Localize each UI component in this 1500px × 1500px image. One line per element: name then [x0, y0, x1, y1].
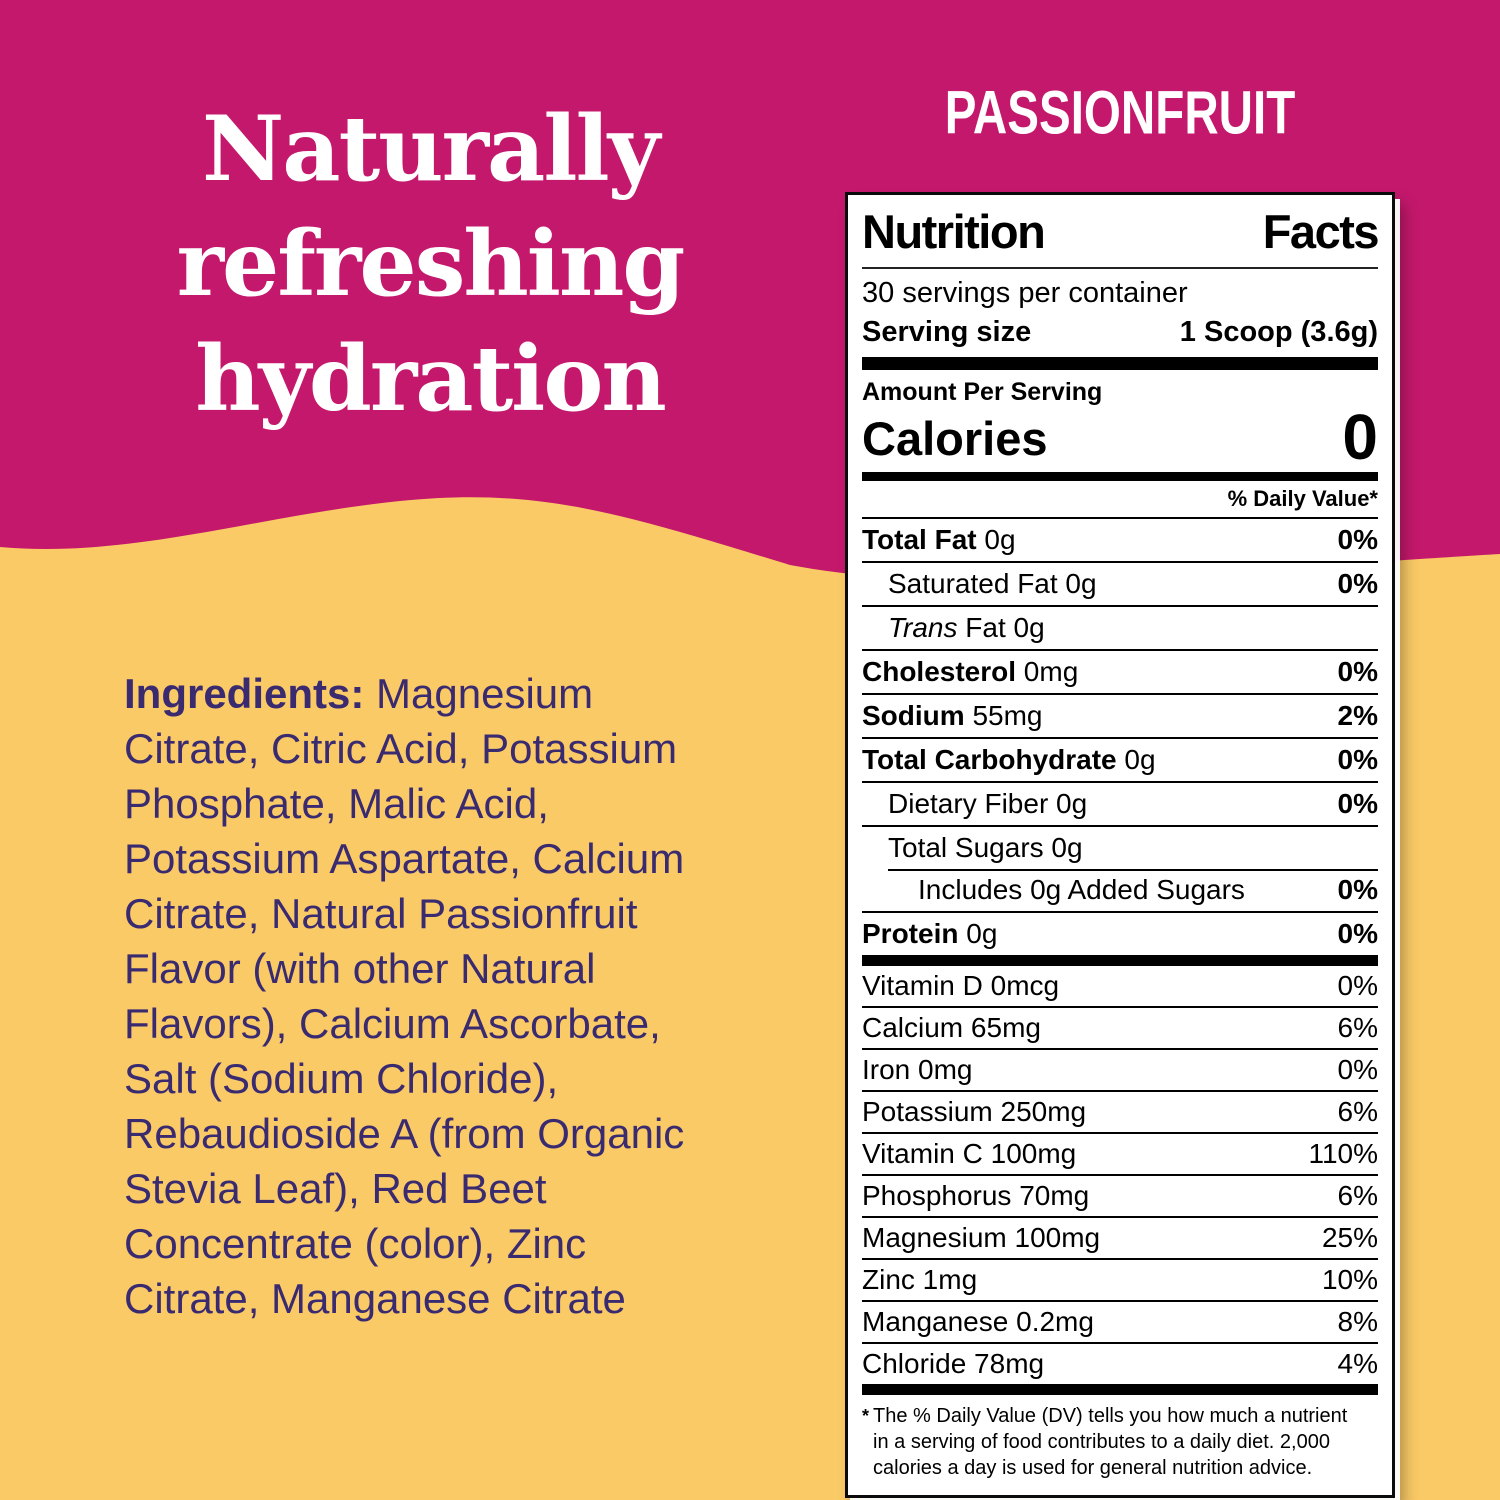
- nutrient-name: Total Fat 0g: [862, 524, 1016, 555]
- nutrition-facts-title-word-2: Facts: [1262, 205, 1380, 258]
- nutrition-facts-panel: Nutrition Facts 30 servings per containe…: [845, 192, 1395, 1498]
- nutrient-name: Dietary Fiber 0g: [888, 788, 1088, 819]
- nutrient-daily-value: 0%: [1337, 788, 1378, 819]
- nutrient-daily-value: 0%: [1337, 744, 1378, 775]
- nutrient-name: Vitamin C 100mg: [862, 1138, 1077, 1169]
- calories-label: Calories: [862, 412, 1048, 465]
- headline-line-2: refreshing: [176, 211, 686, 317]
- nutrient-name: Includes 0g Added Sugars: [918, 874, 1245, 905]
- headline-line-1: Naturally: [202, 96, 660, 202]
- main-nutrient-rows: Total Fat 0g 0% Saturated Fat 0g 0% Trans Fa…: [862, 519, 1378, 955]
- nutrient-row: Magnesium 100mg 25%: [862, 1218, 1378, 1260]
- nutrient-name: Iron 0mg: [862, 1054, 973, 1085]
- nutrient-daily-value: 0%: [1337, 524, 1378, 555]
- thick-divider-bar: [862, 955, 1378, 966]
- nutrient-daily-value: 0%: [1337, 1054, 1378, 1085]
- nutrient-name: Manganese 0.2mg: [862, 1306, 1094, 1337]
- footnote-text: The % Daily Value (DV) tells you how muc…: [873, 1405, 1348, 1479]
- nutrient-row: Total Fat 0g 0%: [862, 519, 1378, 563]
- nutrient-name: Saturated Fat 0g: [888, 568, 1097, 599]
- nutrient-name: Protein 0g: [862, 918, 998, 949]
- nutrient-daily-value: 4%: [1337, 1348, 1378, 1379]
- nutrient-row: Saturated Fat 0g 0%: [862, 563, 1378, 607]
- nutrient-row: Manganese 0.2mg 8%: [862, 1302, 1378, 1344]
- nutrient-row: Total Sugars 0g: [862, 827, 1378, 869]
- nutrient-name: Zinc 1mg: [862, 1264, 978, 1295]
- nutrient-row: Cholesterol 0mg 0%: [862, 651, 1378, 695]
- nutrient-name: Chloride 78mg: [862, 1348, 1045, 1379]
- ingredients-label: Ingredients:: [124, 670, 365, 717]
- nutrient-name: Vitamin D 0mcg: [862, 970, 1060, 1001]
- nutrient-row: Vitamin D 0mcg 0%: [862, 966, 1378, 1008]
- daily-value-footnote: * The % Daily Value (DV) tells you how m…: [862, 1395, 1378, 1481]
- nutrient-name: Sodium 55mg: [862, 700, 1043, 731]
- nutrient-daily-value: 0%: [1337, 970, 1378, 1001]
- nutrient-row: Zinc 1mg 10%: [862, 1260, 1378, 1302]
- nutrient-name: Calcium 65mg: [862, 1012, 1041, 1043]
- nutrient-daily-value: 6%: [1337, 1180, 1378, 1211]
- nutrient-row: Calcium 65mg 6%: [862, 1008, 1378, 1050]
- nutrient-daily-value: 0%: [1337, 874, 1378, 905]
- nutrition-facts-title-word-1: Nutrition: [862, 205, 1046, 258]
- nutrient-row: Trans Fat 0g: [862, 607, 1378, 651]
- nutrient-row: Chloride 78mg 4%: [862, 1344, 1378, 1384]
- nutrient-row: Includes 0g Added Sugars 0%: [862, 869, 1378, 913]
- nutrient-name: Phosphorus 70mg: [862, 1180, 1090, 1211]
- nutrient-row: Phosphorus 70mg 6%: [862, 1176, 1378, 1218]
- nutrient-daily-value: 0%: [1337, 918, 1378, 949]
- nutrient-name: Magnesium 100mg: [862, 1222, 1101, 1253]
- nutrient-row: Dietary Fiber 0g 0%: [862, 783, 1378, 827]
- nutrient-daily-value: 8%: [1337, 1306, 1378, 1337]
- nutrient-daily-value: 6%: [1337, 1096, 1378, 1127]
- nutrient-daily-value: 0%: [1337, 568, 1378, 599]
- nutrient-daily-value: 25%: [1321, 1222, 1378, 1253]
- nutrient-daily-value: 110%: [1308, 1138, 1378, 1169]
- nutrient-daily-value: 10%: [1321, 1264, 1378, 1295]
- daily-value-header: % Daily Value*: [862, 481, 1378, 519]
- ingredients-paragraph: Ingredients: Magnesium Citrate, Citric A…: [124, 666, 784, 1326]
- nutrient-row: Total Carbohydrate 0g 0%: [862, 739, 1378, 783]
- calories-row: Calories 0: [862, 401, 1378, 473]
- thick-divider-bar: [862, 472, 1378, 481]
- nutrient-name: Total Carbohydrate 0g: [862, 744, 1156, 775]
- nutrient-row: Potassium 250mg 6%: [862, 1092, 1378, 1134]
- footnote-asterisk: *: [862, 1406, 870, 1426]
- hero-headline: Naturally refreshing hydration: [80, 92, 780, 437]
- ingredients-text: Magnesium Citrate, Citric Acid, Potassiu…: [124, 670, 685, 1322]
- nutrient-row: Protein 0g 0%: [862, 913, 1378, 955]
- micronutrient-rows: Vitamin D 0mcg 0% Calcium 65mg 6% Iron 0mg 0%…: [862, 966, 1378, 1384]
- nutrient-name: Cholesterol 0mg: [862, 656, 1079, 687]
- serving-size-row: Serving size 1 Scoop (3.6g): [862, 313, 1378, 357]
- nutrient-row: Vitamin C 100mg 110%: [862, 1134, 1378, 1176]
- thick-divider-bar: [862, 357, 1378, 370]
- nutrient-name: Total Sugars 0g: [888, 832, 1083, 863]
- calories-value: 0: [1342, 401, 1378, 473]
- amount-per-serving-label: Amount Per Serving: [862, 378, 1103, 406]
- nutrient-daily-value: 2%: [1337, 700, 1378, 731]
- servings-per-container: 30 servings per container: [862, 277, 1188, 309]
- nutrient-row: Sodium 55mg 2%: [862, 695, 1378, 739]
- thick-divider-bar: [862, 1384, 1378, 1395]
- nutrient-daily-value: 0%: [1337, 656, 1378, 687]
- nutrient-name: Potassium 250mg: [862, 1096, 1087, 1127]
- flavor-name: PASSIONFRUIT: [944, 79, 1296, 148]
- serving-size-value: 1 Scoop (3.6g): [1179, 316, 1378, 348]
- serving-size-label: Serving size: [862, 316, 1032, 348]
- headline-line-3: hydration: [195, 326, 667, 432]
- nutrition-facts-title: Nutrition Facts: [862, 205, 1380, 269]
- nutrient-name: Trans Fat 0g: [888, 612, 1045, 643]
- nutrient-daily-value: 6%: [1337, 1012, 1378, 1043]
- nutrient-row: Iron 0mg 0%: [862, 1050, 1378, 1092]
